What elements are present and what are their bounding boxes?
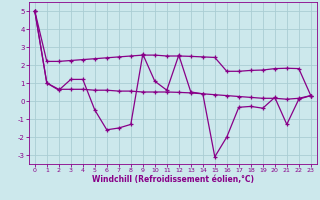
X-axis label: Windchill (Refroidissement éolien,°C): Windchill (Refroidissement éolien,°C) (92, 175, 254, 184)
